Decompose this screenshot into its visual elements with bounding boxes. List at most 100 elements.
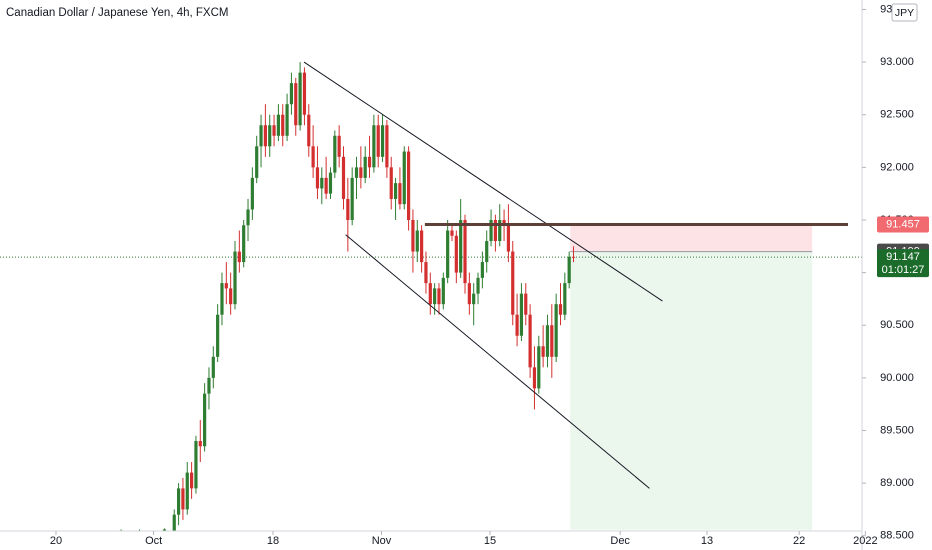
currency-box[interactable] (891, 3, 918, 22)
candle-body (315, 167, 320, 189)
candle-body (545, 325, 550, 357)
candle-body (472, 293, 476, 305)
candle-body (289, 83, 294, 105)
target-zone (570, 251, 813, 530)
candle-body (459, 219, 463, 273)
candle-body (411, 219, 415, 252)
candle-body (276, 114, 281, 136)
candle-body (524, 293, 528, 315)
candle-body (272, 125, 276, 136)
candle-body (324, 177, 328, 194)
candle-body (563, 283, 567, 315)
candle-body (385, 125, 389, 168)
x-tick-label: Oct (145, 535, 162, 547)
candle-body (185, 472, 189, 510)
candle-body (415, 230, 419, 252)
countdown: 01:01:27 (882, 264, 925, 276)
candle-body (172, 514, 176, 531)
candle-body (302, 72, 307, 115)
x-tick-label: Dec (610, 535, 630, 547)
candle-body (393, 183, 398, 199)
candle-body (216, 314, 220, 357)
stop-label: 91.457 (886, 218, 920, 230)
candle-body (190, 472, 194, 489)
candle-body (402, 151, 406, 205)
candle-body (550, 325, 554, 357)
candle-body (346, 198, 350, 220)
candle-body (320, 177, 324, 189)
candle-body (176, 488, 181, 515)
candle-body (203, 393, 207, 447)
candle-body (372, 125, 376, 168)
candle-body (350, 177, 354, 220)
currency-label: JPY (895, 7, 914, 19)
candle-body (528, 314, 532, 368)
candle-body (498, 219, 502, 242)
candle-body (337, 135, 341, 157)
candle-body (511, 251, 515, 315)
candle-body (242, 225, 246, 263)
candle-body (255, 146, 259, 178)
candle-body (268, 125, 272, 147)
chart-title: Canadian Dollar / Japanese Yen, 4h, FXCM (6, 7, 228, 19)
stop-zone (570, 224, 813, 252)
candle-body (229, 288, 233, 305)
plot-area (0, 61, 862, 531)
candle-body (333, 135, 337, 173)
candle-body (207, 377, 211, 394)
candle-body (363, 156, 367, 178)
candle-body (480, 262, 484, 278)
y-tick-label: 90.000 (880, 372, 914, 384)
candle-body (380, 125, 385, 157)
candle-body (515, 314, 519, 336)
y-tick-label: 89.000 (880, 477, 914, 489)
y-tick-label: 92.500 (880, 109, 914, 121)
candle-body (493, 219, 497, 242)
x-tick-label: 20 (50, 535, 62, 547)
x-tick-label: 22 (793, 535, 805, 547)
candle-body (463, 219, 467, 284)
last-price-label-bg (877, 249, 929, 278)
candle-body (259, 125, 263, 147)
trend-line (303, 61, 663, 302)
candle-body (389, 167, 393, 199)
candle-body (446, 230, 450, 278)
x-tick-label: Nov (372, 535, 392, 547)
candle-body (541, 346, 545, 357)
candle-body (281, 114, 285, 136)
x-tick-label: 15 (484, 535, 496, 547)
candle-body (298, 72, 302, 126)
last-price-label: 91.147 (886, 251, 920, 263)
y-tick-label: 92.000 (880, 161, 914, 173)
x-tick-label: 2022 (853, 535, 877, 547)
candle-body (406, 151, 411, 220)
x-tick-label: 18 (267, 535, 279, 547)
candle-body (398, 183, 402, 205)
candle-body (263, 125, 267, 147)
candle-body (307, 114, 311, 147)
y-tick-label: 89.500 (880, 424, 914, 436)
candle-body (376, 125, 380, 157)
candle-body (485, 241, 489, 263)
candle-body (354, 167, 359, 178)
candle-body (424, 262, 428, 284)
candle-body (532, 367, 537, 389)
candle-body (502, 219, 506, 226)
y-tick-label: 93.000 (880, 56, 914, 68)
candle-body (237, 251, 241, 263)
candle-body (250, 177, 254, 210)
candle-body (506, 225, 511, 252)
candle-body (194, 441, 198, 489)
candle-body (433, 288, 437, 305)
candle-body (476, 277, 480, 294)
candle-body (220, 283, 224, 315)
y-tick-label: 90.500 (880, 319, 914, 331)
candle-body (341, 156, 346, 199)
candle-body (420, 230, 424, 263)
candle-body (519, 293, 524, 336)
candle-body (467, 283, 471, 305)
trend-line (345, 234, 650, 489)
candle-body (537, 346, 541, 389)
